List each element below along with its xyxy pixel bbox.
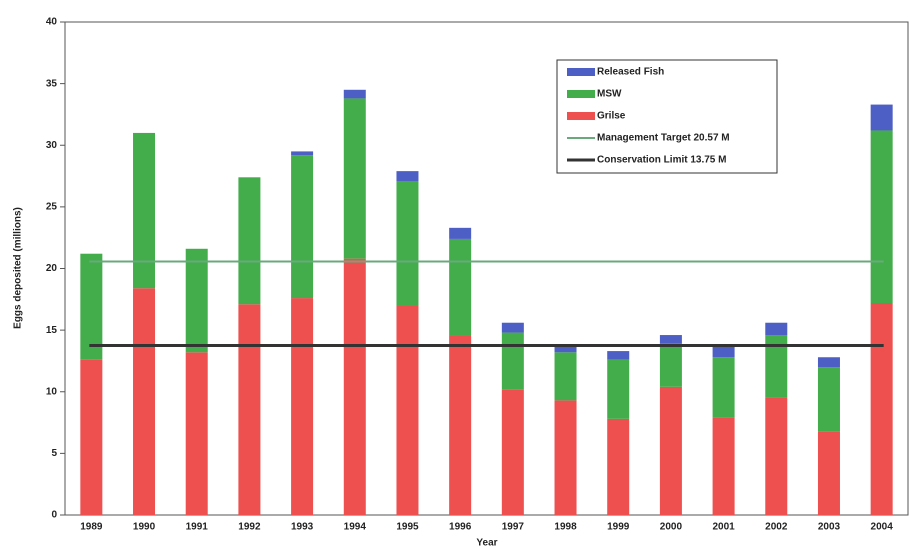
bar-segment [765, 322, 788, 336]
y-tick-label: 25 [46, 202, 58, 213]
legend-label: Management Target 20.57 M [597, 133, 730, 144]
bar-segment [396, 180, 419, 306]
x-tick-label: 2002 [765, 522, 788, 533]
bar-segment [554, 346, 577, 353]
legend-label: Conservation Limit 13.75 M [597, 155, 726, 166]
bar-segment [607, 359, 630, 419]
bar-segment [659, 386, 682, 515]
x-axis-label: Year [476, 538, 497, 549]
x-tick-label: 1989 [80, 522, 103, 533]
bar-segment [501, 322, 524, 333]
bar-segment [607, 418, 630, 515]
x-tick-label: 1999 [607, 522, 630, 533]
x-tick-label: 1998 [554, 522, 577, 533]
x-tick-label: 1997 [502, 522, 525, 533]
bar-segment [185, 248, 208, 353]
bar-segment [712, 417, 735, 515]
y-tick-label: 20 [46, 263, 58, 274]
bar-segment [238, 177, 261, 305]
y-tick-label: 5 [51, 448, 57, 459]
bar-segment [449, 227, 472, 239]
y-tick-label: 0 [51, 510, 57, 521]
legend-label: Released Fish [597, 67, 664, 78]
bar-segment [554, 352, 577, 401]
x-tick-label: 2003 [818, 522, 841, 533]
x-tick-label: 1993 [291, 522, 314, 533]
legend-swatch [567, 112, 595, 120]
x-tick-label: 2004 [871, 522, 894, 533]
bar-segment [712, 346, 735, 358]
bar-segment [607, 351, 630, 360]
bar-segment [817, 431, 840, 515]
bar-segment [343, 89, 366, 99]
bar-segment [817, 357, 840, 368]
bar-segment [870, 104, 893, 131]
y-tick-label: 40 [46, 17, 58, 28]
x-tick-label: 1996 [449, 522, 472, 533]
bar-segment [501, 332, 524, 390]
x-tick-label: 2001 [712, 522, 735, 533]
bar-segment [449, 335, 472, 515]
bar-segment [659, 343, 682, 387]
bar-segment [238, 304, 261, 515]
bar-segment [80, 253, 103, 360]
bar-segment [185, 352, 208, 515]
bar-segment [291, 155, 314, 299]
bar-segment [870, 303, 893, 515]
legend-label: Grilse [597, 111, 626, 122]
bar-segment [501, 389, 524, 515]
bar-segment [343, 258, 366, 515]
y-axis-label: Eggs deposited (millions) [13, 207, 24, 329]
bar-segment [554, 400, 577, 515]
x-tick-label: 1991 [186, 522, 209, 533]
y-tick-label: 30 [46, 140, 58, 151]
bar-segment [343, 98, 366, 259]
y-tick-label: 35 [46, 78, 58, 89]
bar-segment [291, 298, 314, 515]
bar-segment [80, 359, 103, 515]
bar-segment [449, 238, 472, 336]
bar-segment [133, 288, 156, 515]
legend-swatch [567, 68, 595, 76]
x-tick-label: 1995 [396, 522, 419, 533]
x-tick-label: 2000 [660, 522, 683, 533]
legend-label: MSW [597, 89, 622, 100]
y-tick-label: 15 [46, 325, 58, 336]
bar-segment [396, 171, 419, 181]
x-tick-label: 1994 [344, 522, 367, 533]
x-tick-label: 1990 [133, 522, 156, 533]
y-tick-label: 10 [46, 386, 58, 397]
bar-segment [765, 397, 788, 515]
bar-segment [817, 367, 840, 432]
bar-segment [765, 335, 788, 398]
bar-segment [133, 132, 156, 289]
bar-segment [396, 305, 419, 515]
bar-segment [870, 130, 893, 304]
bar-segment [291, 151, 314, 156]
x-tick-label: 1992 [238, 522, 261, 533]
legend-swatch [567, 90, 595, 98]
bar-segment [659, 335, 682, 344]
bar-segment [712, 357, 735, 418]
